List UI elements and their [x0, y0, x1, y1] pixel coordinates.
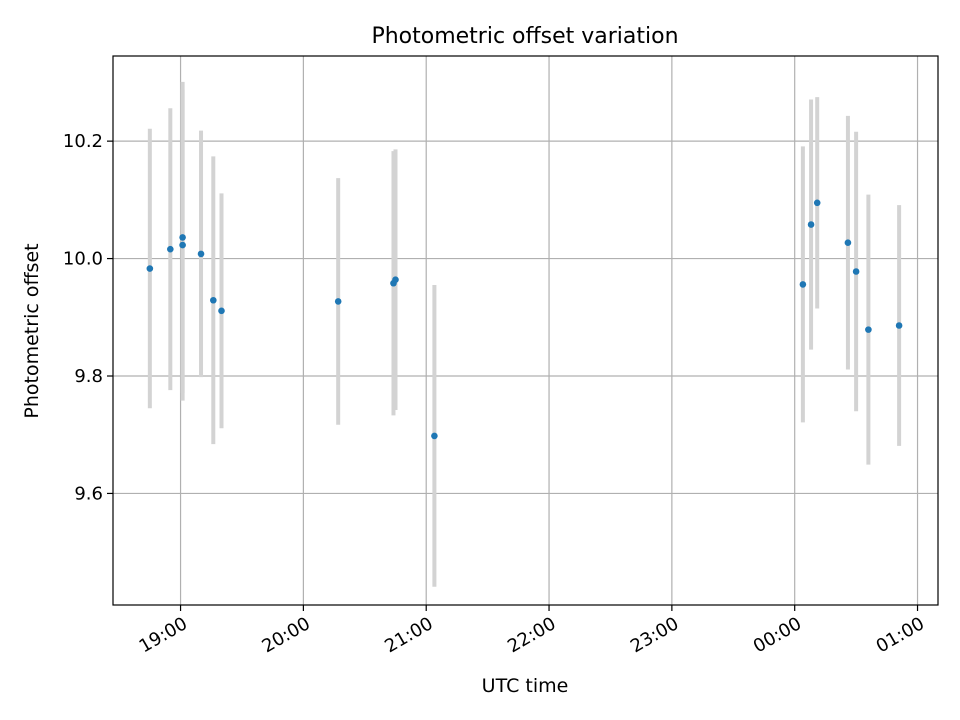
data-point [852, 268, 860, 275]
y-tick-label: 10.0 [63, 249, 103, 270]
data-point [146, 265, 154, 272]
data-point [895, 322, 903, 329]
plot-frame [112, 55, 939, 606]
data-point [865, 326, 872, 333]
data-point [813, 199, 821, 207]
error-bars [147, 81, 902, 587]
x-tick-label: 20:00 [258, 613, 313, 657]
grid-lines [113, 56, 938, 605]
data-point [392, 276, 399, 284]
y-tick-label: 9.6 [74, 483, 103, 504]
x-tick-label: 21:00 [381, 613, 436, 657]
x-axis-label: UTC time [482, 675, 569, 697]
data-point [218, 307, 225, 315]
data-point [197, 250, 205, 258]
data-point [179, 234, 186, 241]
y-tick-label: 9.8 [74, 366, 103, 387]
data-point [210, 296, 217, 304]
y-axis-label: Photometric offset [21, 243, 43, 418]
x-tick-label: 01:00 [873, 613, 928, 657]
data-point [807, 221, 815, 228]
data-point [844, 239, 852, 247]
x-axis-ticks: 19:00 20:00 21:00 22:00 23:00 00:00 01:00 [136, 605, 928, 657]
x-tick-label: 00:00 [750, 613, 805, 657]
chart-title: Photometric offset variation [371, 24, 678, 49]
x-tick-label: 22:00 [504, 613, 559, 657]
data-point [167, 245, 174, 253]
x-tick-label: 19:00 [136, 613, 191, 657]
data-point [431, 432, 438, 440]
data-point [799, 281, 807, 288]
y-tick-label: 10.2 [63, 131, 103, 152]
y-axis-ticks: 9.6 9.8 10.0 10.2 [63, 131, 113, 504]
data-points [146, 199, 903, 440]
data-point [334, 298, 342, 305]
x-tick-label: 23:00 [627, 613, 682, 657]
data-point [179, 241, 186, 249]
